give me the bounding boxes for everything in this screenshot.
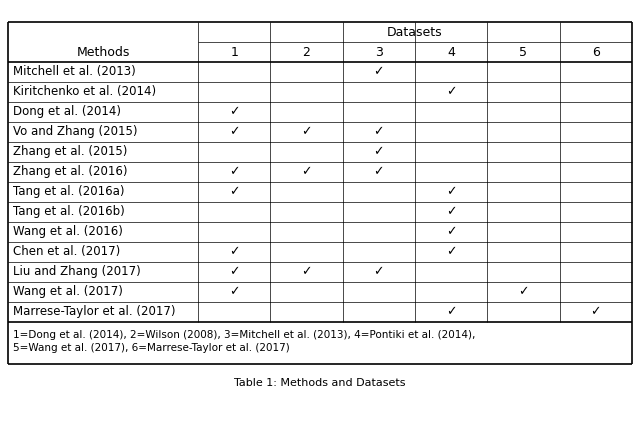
Text: 4: 4 xyxy=(447,46,455,58)
Text: ✓: ✓ xyxy=(446,225,456,239)
Text: 1=Dong et al. (2014), 2=Wilson (2008), 3=Mitchell et al. (2013), 4=Pontiki et al: 1=Dong et al. (2014), 2=Wilson (2008), 3… xyxy=(13,330,476,340)
Text: ✓: ✓ xyxy=(374,165,384,178)
Text: 3: 3 xyxy=(375,46,383,58)
Text: Table 1: Methods and Datasets: Table 1: Methods and Datasets xyxy=(234,378,406,388)
Text: Vo and Zhang (2015): Vo and Zhang (2015) xyxy=(13,126,138,138)
Text: ✓: ✓ xyxy=(518,285,529,299)
Text: 2: 2 xyxy=(303,46,310,58)
Text: ✓: ✓ xyxy=(446,245,456,259)
Text: 5=Wang et al. (2017), 6=Marrese-Taylor et al. (2017): 5=Wang et al. (2017), 6=Marrese-Taylor e… xyxy=(13,343,290,353)
Text: ✓: ✓ xyxy=(229,165,239,178)
Text: ✓: ✓ xyxy=(301,126,312,138)
Text: Wang et al. (2017): Wang et al. (2017) xyxy=(13,285,123,299)
Text: ✓: ✓ xyxy=(229,106,239,118)
Text: 5: 5 xyxy=(520,46,527,58)
Text: ✓: ✓ xyxy=(229,126,239,138)
Text: Kiritchenko et al. (2014): Kiritchenko et al. (2014) xyxy=(13,86,156,98)
Text: Liu and Zhang (2017): Liu and Zhang (2017) xyxy=(13,265,141,279)
Text: Wang et al. (2016): Wang et al. (2016) xyxy=(13,225,123,239)
Text: ✓: ✓ xyxy=(446,86,456,98)
Text: 6: 6 xyxy=(592,46,600,58)
Text: ✓: ✓ xyxy=(446,205,456,219)
Text: Marrese-Taylor et al. (2017): Marrese-Taylor et al. (2017) xyxy=(13,305,175,319)
Text: ✓: ✓ xyxy=(229,285,239,299)
Text: Datasets: Datasets xyxy=(387,26,443,38)
Text: Mitchell et al. (2013): Mitchell et al. (2013) xyxy=(13,66,136,78)
Text: ✓: ✓ xyxy=(301,265,312,279)
Text: Dong et al. (2014): Dong et al. (2014) xyxy=(13,106,121,118)
Text: Chen et al. (2017): Chen et al. (2017) xyxy=(13,245,120,259)
Text: Methods: Methods xyxy=(76,46,130,58)
Text: ✓: ✓ xyxy=(446,305,456,319)
Text: ✓: ✓ xyxy=(591,305,601,319)
Text: 1: 1 xyxy=(230,46,238,58)
Text: ✓: ✓ xyxy=(301,165,312,178)
Text: Zhang et al. (2016): Zhang et al. (2016) xyxy=(13,165,127,178)
Text: ✓: ✓ xyxy=(374,66,384,78)
Text: ✓: ✓ xyxy=(374,126,384,138)
Text: Tang et al. (2016b): Tang et al. (2016b) xyxy=(13,205,125,219)
Text: ✓: ✓ xyxy=(229,185,239,199)
Text: ✓: ✓ xyxy=(446,185,456,199)
Text: ✓: ✓ xyxy=(229,245,239,259)
Text: Tang et al. (2016a): Tang et al. (2016a) xyxy=(13,185,125,199)
Text: Zhang et al. (2015): Zhang et al. (2015) xyxy=(13,146,127,158)
Text: ✓: ✓ xyxy=(229,265,239,279)
Text: ✓: ✓ xyxy=(374,265,384,279)
Text: ✓: ✓ xyxy=(374,146,384,158)
